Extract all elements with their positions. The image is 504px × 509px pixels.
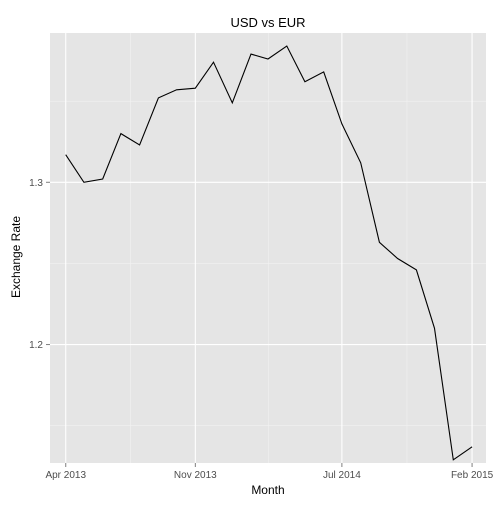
chart-title: USD vs EUR [230,15,305,30]
y-tick-label: 1.2 [29,340,43,351]
x-tick-label: Jul 2014 [323,470,361,481]
x-tick-label: Apr 2013 [45,470,86,481]
y-axis-label: Exchange Rate [9,216,23,298]
plot-panel [50,33,486,463]
x-tick-label: Feb 2015 [451,470,494,481]
y-axis: 1.2 1.3 [29,178,50,351]
x-axis-label: Month [251,483,284,497]
x-tick-label: Nov 2013 [174,470,217,481]
series-line [65,45,473,461]
major-gridlines [50,33,486,463]
y-tick-label: 1.3 [29,178,43,189]
x-axis: Apr 2013 Nov 2013 Jul 2014 Feb 2015 [45,463,494,481]
minor-gridlines [50,33,486,463]
